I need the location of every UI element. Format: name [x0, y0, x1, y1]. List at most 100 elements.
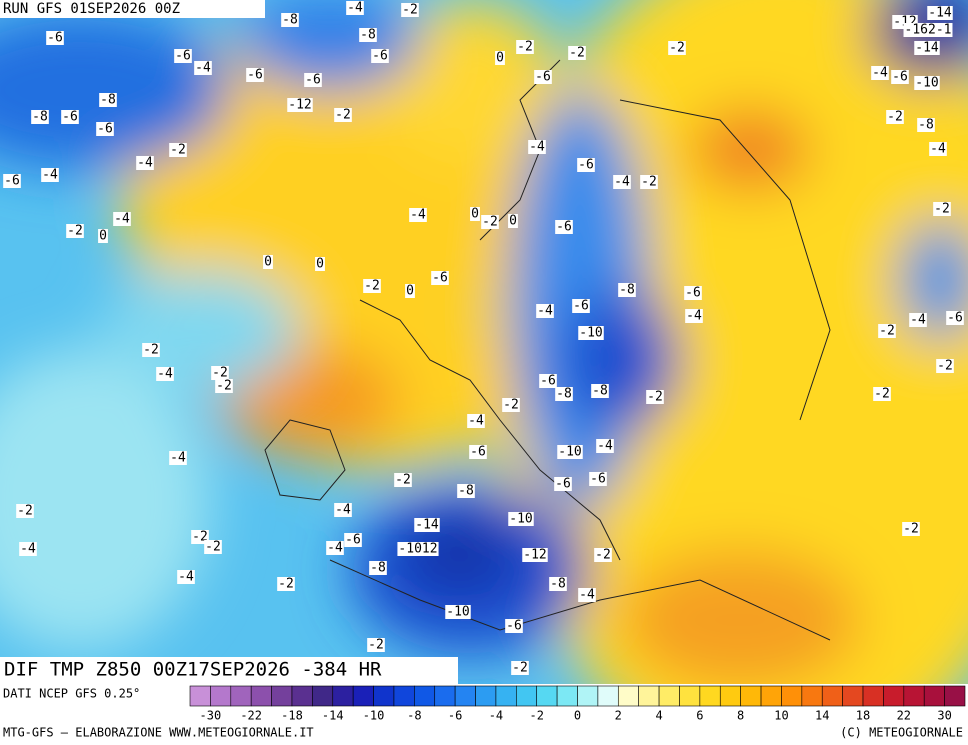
- contour-label-bg: [156, 367, 174, 381]
- contour-label-bg: [577, 158, 595, 172]
- contour-label-bg: [589, 472, 607, 486]
- contour-label-bg: [516, 40, 534, 54]
- contour-label: 0: [471, 207, 479, 222]
- contour-label-bg: [495, 51, 505, 65]
- contour-label-bg: [334, 108, 352, 122]
- contour-label-bg: [397, 542, 439, 556]
- contour-label-bg: [578, 326, 604, 340]
- contour-label: -4: [579, 588, 595, 603]
- contour-label: -162-1: [905, 23, 952, 38]
- contour-label: -8: [282, 13, 298, 28]
- contour-label: -2: [641, 175, 657, 190]
- contour-label: -14: [915, 41, 939, 56]
- colorbar-swatch: [475, 685, 497, 707]
- contour-label-bg: [215, 379, 233, 393]
- contour-label: -2: [879, 324, 895, 339]
- contour-label: -6: [305, 73, 321, 88]
- colorbar-swatch: [210, 685, 232, 707]
- contour-label: -4: [195, 61, 211, 76]
- contour-label-bg: [555, 387, 573, 401]
- contour-label-bg: [246, 68, 264, 82]
- contour-label-bg: [917, 118, 935, 132]
- contour-label-bg: [927, 6, 953, 20]
- contour-label-bg: [204, 540, 222, 554]
- contour-label: -6: [573, 299, 589, 314]
- contour-label-bg: [414, 518, 440, 532]
- colorbar-swatch: [801, 685, 823, 707]
- colorbar-swatch: [495, 685, 517, 707]
- contour-label-bg: [66, 224, 84, 238]
- contour-label: -8: [370, 561, 386, 576]
- contour-label: -2: [934, 202, 950, 217]
- contour-label: -2: [937, 359, 953, 374]
- contour-label: -2: [17, 504, 33, 519]
- contour-label-bg: [142, 343, 160, 357]
- colorbar-swatch: [821, 685, 843, 707]
- contour-label: -10: [509, 512, 532, 527]
- colorbar-swatch: [352, 685, 374, 707]
- colorbar-swatch: [597, 685, 619, 707]
- contour-label: -4: [468, 414, 484, 429]
- colorbar-swatch: [658, 685, 680, 707]
- contour-label-bg: [98, 229, 108, 243]
- contour-label: -6: [62, 110, 78, 125]
- colorbar-tick-label: -4: [489, 709, 503, 723]
- contour-label: 0: [406, 284, 414, 299]
- contour-label-bg: [113, 212, 131, 226]
- contour-label: -4: [614, 175, 630, 190]
- contour-label-bg: [909, 313, 927, 327]
- contour-label: -2: [205, 540, 221, 555]
- contour-label: -2: [212, 366, 228, 381]
- contour-label: 0: [264, 255, 272, 270]
- contour-label: -4: [157, 367, 173, 382]
- contour-label-bg: [502, 398, 520, 412]
- contour-label-bg: [578, 588, 596, 602]
- contour-label: -6: [947, 311, 963, 326]
- contour-label: -6: [372, 49, 388, 64]
- contour-label-bg: [41, 168, 59, 182]
- contour-label: -6: [556, 220, 572, 235]
- contour-label-bg: [929, 142, 947, 156]
- colorbar-swatch: [536, 685, 558, 707]
- contour-label: -6: [4, 174, 20, 189]
- colorbar-tick-label: -2: [529, 709, 543, 723]
- contour-label-bg: [946, 311, 964, 325]
- contour-label: -2: [67, 224, 83, 239]
- colorbar-tick-label: 4: [655, 709, 662, 723]
- colorbar-swatch: [944, 685, 966, 707]
- contour-label: -6: [345, 533, 361, 548]
- colorbar-swatch: [862, 685, 884, 707]
- contour-label: -4: [597, 439, 613, 454]
- contour-label-bg: [613, 175, 631, 189]
- contour-label-bg: [555, 220, 573, 234]
- contour-label-bg: [596, 439, 614, 453]
- contour-label-bg: [522, 548, 548, 562]
- contour-label-bg: [470, 207, 480, 221]
- colorbar-swatch: [373, 685, 395, 707]
- contour-label: -6: [685, 286, 701, 301]
- data-source: DATI NCEP GFS 0.25°: [3, 687, 140, 701]
- contour-label: -6: [540, 374, 556, 389]
- contour-label-bg: [409, 208, 427, 222]
- contour-label-bg: [511, 661, 529, 675]
- contour-label: 0: [316, 257, 324, 272]
- contour-label: -4: [347, 1, 363, 16]
- colorbar-swatch: [556, 685, 578, 707]
- colorbar-tick-label: -18: [281, 709, 303, 723]
- contour-label: -6: [432, 271, 448, 286]
- contour-label-bg: [914, 76, 940, 90]
- contour-label: -10: [579, 326, 602, 341]
- contour-label: -8: [458, 484, 474, 499]
- contour-label-bg: [933, 202, 951, 216]
- contour-label: -2: [482, 215, 498, 230]
- colorbar-swatch: [414, 685, 436, 707]
- contour-label-bg: [481, 215, 499, 229]
- contour-label-bg: [394, 473, 412, 487]
- colorbar-swatch: [883, 685, 905, 707]
- contour-label: -8: [592, 384, 608, 399]
- contour-label-bg: [96, 122, 114, 136]
- colorbar-tick-label: 30: [937, 709, 951, 723]
- contour-label-bg: [568, 46, 586, 60]
